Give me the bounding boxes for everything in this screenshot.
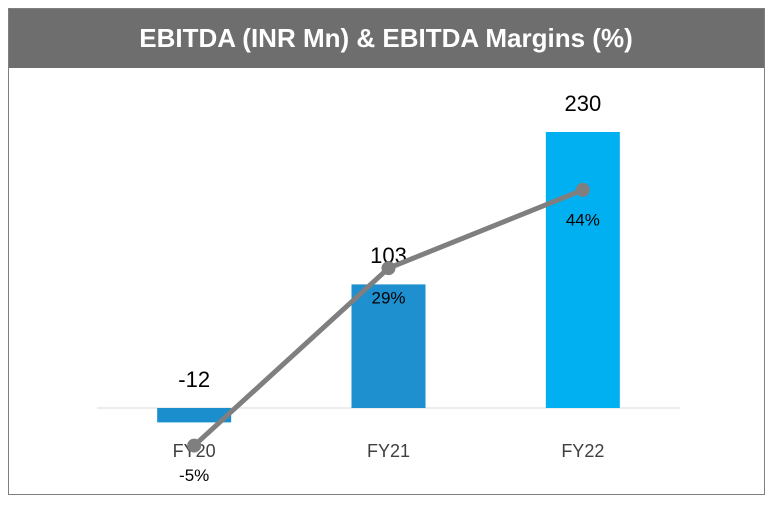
bar: [351, 284, 426, 408]
chart-frame: [8, 8, 765, 495]
margin-value-label: -5%: [179, 466, 209, 485]
margin-marker: [187, 438, 202, 453]
margin-value-label: 29%: [371, 289, 405, 308]
margin-marker: [575, 182, 590, 197]
bar: [545, 132, 620, 408]
title-bar: [9, 9, 764, 68]
margin-value-label: 44%: [566, 210, 600, 229]
bar-value-label: -12: [178, 367, 210, 392]
margin-marker: [381, 261, 396, 276]
chart-title: EBITDA (INR Mn) & EBITDA Margins (%): [139, 23, 633, 53]
bar: [157, 408, 232, 423]
x-tick-label: FY21: [367, 441, 410, 461]
x-tick-label: FY22: [561, 441, 604, 461]
bar-value-label: 230: [564, 91, 601, 116]
